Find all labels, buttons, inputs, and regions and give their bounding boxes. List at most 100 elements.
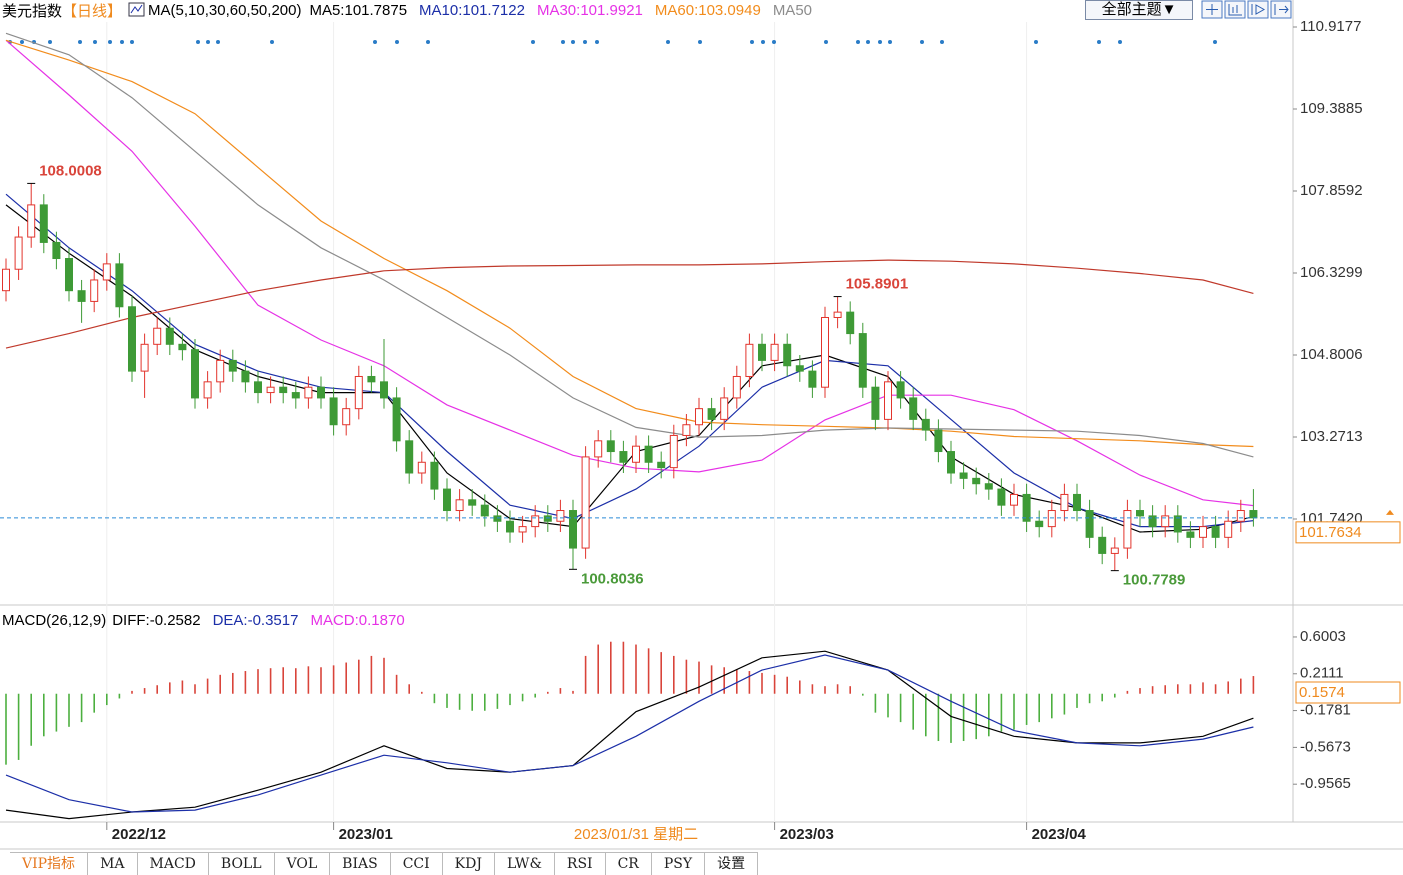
price-legend: 美元指数 【日线】 MA(5,10,30,60,50,200) MA5:101.… [2, 0, 824, 20]
chart: 2022/12 2023/01 2023/03 2023/04 2023/01/31 星… [0, 0, 1403, 850]
candle-body [77, 290, 86, 302]
ma-line [5, 259, 1254, 349]
candle-body [795, 365, 804, 372]
indicator-tab[interactable]: VOL [275, 853, 331, 875]
extreme-label: 100.8036 [581, 570, 644, 587]
candle-body [342, 408, 351, 426]
candle-body [669, 434, 678, 469]
tool-glyph [1251, 4, 1266, 15]
y-tick-label: 110.9177 [1300, 18, 1361, 35]
ma-legend: MA60:103.0949 [654, 1, 761, 19]
candle-body [695, 408, 703, 426]
macd-legend-item: DEA:-0.3517 [212, 611, 299, 629]
signal-dot [93, 40, 97, 44]
signal-dot [373, 40, 377, 44]
indicator-tab[interactable]: MA [88, 853, 138, 875]
indicator-tab[interactable]: RSI [555, 853, 606, 875]
indicator-tab[interactable]: CCI [391, 853, 443, 875]
x-tick-label: 2023/04 [1032, 826, 1087, 843]
candle-body [203, 381, 212, 399]
signal-dot [878, 40, 882, 44]
candle-body [947, 451, 955, 474]
y-tick-label: -0.9565 [1300, 775, 1351, 792]
x-tick-label: 2023/01 [339, 826, 393, 843]
candle-body [27, 204, 36, 238]
candle-body [1236, 510, 1245, 522]
signal-dot [48, 40, 52, 44]
signal-dot [866, 40, 870, 44]
indicator-tab[interactable]: 设置 [705, 853, 759, 875]
ma-icon[interactable] [128, 2, 146, 18]
signal-dot [920, 40, 924, 44]
candle-body [606, 440, 615, 453]
indicator-tab[interactable]: CR [606, 853, 652, 875]
icon-line [130, 4, 143, 14]
indicator-tab[interactable]: BOLL [209, 853, 275, 875]
cursor-date-label: 2023/01/31 星期二 [574, 826, 698, 843]
candle-body [405, 440, 414, 474]
candle-body [140, 343, 149, 372]
candle-body [1085, 510, 1094, 538]
theme-dropdown[interactable]: 全部主题▼ [1085, 0, 1193, 20]
last-price-label: 101.7634 [1299, 524, 1362, 541]
signal-dot [561, 40, 565, 44]
macd-line [5, 650, 1254, 820]
candle-body [493, 515, 502, 522]
candle-body [1022, 493, 1031, 522]
signal-dot [108, 40, 112, 44]
candle-body [90, 279, 99, 302]
signal-dot [20, 40, 24, 44]
candle-body [1211, 526, 1220, 538]
tool-icon[interactable] [1247, 0, 1269, 19]
y-tick-label: 109.3885 [1300, 100, 1363, 117]
y-tick-label: 107.8592 [1300, 182, 1363, 199]
candle-body [266, 386, 275, 394]
last-price-box [1295, 521, 1401, 544]
candle-body [1035, 520, 1044, 528]
candle-body [543, 515, 552, 522]
candle-body [972, 477, 981, 485]
macd-title: MACD(26,12,9) [2, 611, 107, 629]
candle-body [65, 258, 73, 292]
candle-body [1249, 510, 1258, 519]
candle-body [392, 397, 401, 442]
candle-body [896, 381, 905, 399]
extreme-label: 105.8901 [846, 276, 909, 293]
tool-icon[interactable] [1224, 0, 1246, 19]
indicator-tab[interactable]: MACD [138, 853, 209, 875]
signal-dot [595, 40, 599, 44]
candle-body [1224, 520, 1233, 538]
candle-body [884, 381, 892, 420]
indicator-tab[interactable]: LW& [495, 853, 555, 875]
signal-dot [1034, 40, 1038, 44]
tool-glyph [1228, 4, 1242, 16]
candle-body [821, 316, 829, 388]
indicator-tab[interactable]: PSY [652, 853, 706, 875]
candle-body [1173, 515, 1182, 533]
signal-dot [216, 40, 220, 44]
period[interactable]: 【日线】 [62, 2, 123, 20]
candle-body [304, 386, 313, 399]
candle-body [228, 359, 237, 372]
candle-body [480, 504, 489, 517]
indicator-tab[interactable]: KDJ [443, 853, 495, 875]
candle-body [102, 263, 111, 281]
indicator-tab[interactable]: BIAS [330, 853, 391, 875]
candle-body [128, 306, 136, 372]
ma-title: MA(5,10,30,60,50,200) [148, 1, 302, 19]
macd-line [5, 654, 1254, 813]
candle-body [380, 381, 388, 399]
macd-legend: MACD(26,12,9) DIFF:-0.2582 DEA:-0.3517 MAC… [2, 610, 417, 630]
candle-body [178, 343, 187, 351]
candle-body [1060, 493, 1069, 512]
candle-body [52, 241, 61, 260]
indicator-tab[interactable]: VIP指标 [10, 853, 89, 875]
signal-dot [1118, 40, 1122, 44]
candle-body [1161, 515, 1170, 528]
candle-body [417, 461, 426, 474]
candle-body [1123, 510, 1132, 549]
signal-dot [698, 40, 702, 44]
signal-dot [196, 40, 200, 44]
signal-dot [666, 40, 670, 44]
